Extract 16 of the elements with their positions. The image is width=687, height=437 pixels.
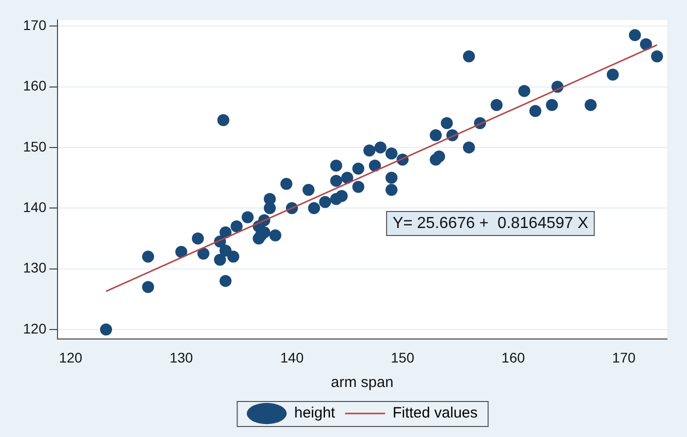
- legend-label: Fitted values: [392, 404, 478, 422]
- x-tick-label: 170: [612, 349, 636, 366]
- x-tick-label: 150: [390, 349, 414, 366]
- legend-label: height: [294, 404, 336, 422]
- y-tick-label: 150: [23, 138, 47, 154]
- y-tick-label: 120: [23, 320, 47, 336]
- x-tick-label: 120: [58, 349, 83, 366]
- x-tick-label: 140: [280, 349, 304, 366]
- annotation: Y= 25.6676 + 0.8164597 X: [392, 214, 589, 232]
- y-tick-label: 170: [23, 16, 47, 33]
- x-tick-label: 160: [502, 349, 526, 366]
- y-tick-label: 160: [23, 78, 47, 94]
- y-tick-label: 140: [23, 198, 47, 215]
- x-axis-title: arm span: [330, 374, 394, 392]
- x-tick-label: 130: [170, 349, 194, 366]
- y-tick-label: 130: [23, 260, 47, 276]
